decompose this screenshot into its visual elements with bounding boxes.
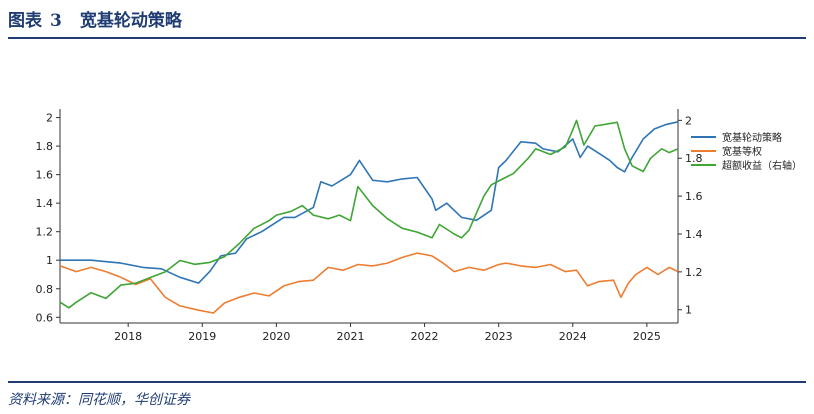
y-right-tick-label: 1.2: [685, 266, 703, 279]
y-left-tick-label: 1.6: [36, 169, 54, 182]
y-left-tick-label: 0.6: [36, 311, 54, 324]
y-right-tick-label: 1.4: [685, 228, 703, 241]
figure-label: 图表: [8, 11, 42, 31]
y-left-tick-label: 1.2: [36, 226, 54, 239]
y-left-tick-label: 1.8: [36, 140, 54, 153]
x-tick-label: 2020: [262, 330, 290, 343]
series-line-0: [60, 121, 679, 284]
x-tick-label: 2019: [188, 330, 216, 343]
header-rule: [8, 37, 806, 39]
legend-label-0: 宽基轮动策略: [722, 131, 782, 144]
series-line-2: [59, 119, 679, 309]
legend-label-2: 超额收益（右轴）: [722, 159, 802, 172]
x-tick-label: 2018: [114, 330, 142, 343]
y-left-tick-label: 1: [46, 254, 53, 267]
y-left-tick-label: 0.8: [36, 283, 54, 296]
figure-title-text: 宽基轮动策略: [79, 11, 182, 31]
x-tick-label: 2025: [633, 330, 661, 343]
y-right-tick-label: 1: [685, 304, 692, 317]
figure-number: 3: [50, 11, 62, 31]
y-left-tick-label: 2: [46, 112, 53, 125]
figure-header: 图表 3 宽基轮动策略: [0, 0, 814, 40]
x-tick-label: 2024: [559, 330, 587, 343]
x-tick-label: 2022: [411, 330, 439, 343]
x-tick-label: 2023: [485, 330, 513, 343]
y-right-tick-label: 1.8: [685, 152, 703, 165]
y-right-tick-label: 1.6: [685, 190, 703, 203]
legend-label-1: 宽基等权: [722, 145, 762, 158]
source-note: 资料来源：同花顺，华创证券: [8, 392, 190, 408]
y-left-tick-label: 1.4: [36, 197, 54, 210]
series-line-1: [59, 252, 679, 314]
x-tick-label: 2021: [336, 330, 364, 343]
footer-rule: [8, 381, 806, 383]
figure-title: 图表 3 宽基轮动策略: [8, 6, 182, 31]
y-right-tick-label: 2: [685, 114, 692, 127]
